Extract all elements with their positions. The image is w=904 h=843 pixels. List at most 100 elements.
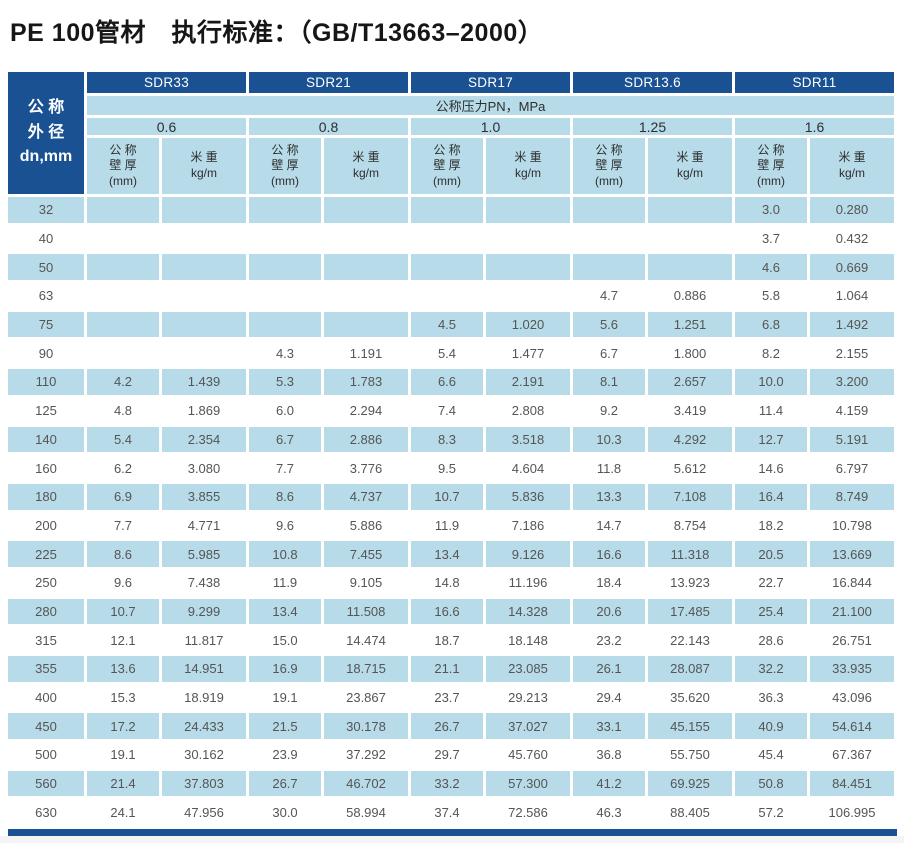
wall-thickness-value: 24.1 — [87, 799, 159, 826]
table-row: 250 9.6 7.438 11.9 9.105 14.8 11.196 18.4 13.923… — [8, 569, 894, 596]
meter-weight-value — [486, 197, 570, 223]
wall-thickness-value: 10.0 — [735, 369, 807, 395]
meter-weight-value: 54.614 — [810, 713, 894, 740]
meter-weight-value — [324, 311, 408, 338]
scan-edge — [0, 836, 904, 843]
wall-thickness-value: 7.7 — [87, 512, 159, 539]
meter-weight-value: 2.657 — [648, 369, 732, 395]
dn-value: 160 — [8, 455, 84, 481]
dn-value: 180 — [8, 483, 84, 510]
wall-thickness-value: 6.2 — [87, 455, 159, 481]
meter-weight-value: 2.354 — [162, 426, 246, 453]
wall-thickness-value: 3.7 — [735, 225, 807, 252]
wall-thickness-value: 10.3 — [573, 426, 645, 453]
wall-thickness-value: 12.1 — [87, 627, 159, 653]
meter-weight-value: 5.191 — [810, 426, 894, 453]
wall-thickness-value: 3.0 — [735, 197, 807, 223]
wall-thickness-value: 50.8 — [735, 770, 807, 797]
wall-thickness-value: 5.8 — [735, 283, 807, 309]
meter-weight-value: 23.085 — [486, 656, 570, 682]
meter-weight-value: 11.318 — [648, 541, 732, 567]
meter-weight-value: 57.300 — [486, 770, 570, 797]
wall-thickness-header: 公 称 壁 厚 (mm) — [573, 138, 645, 194]
table-row: 63 4.7 0.886 5.8 1.064 — [8, 283, 894, 309]
meter-weight-value: 7.108 — [648, 483, 732, 510]
meter-weight-value: 13.923 — [648, 569, 732, 596]
wall-thickness-value: 19.1 — [87, 742, 159, 768]
meter-weight-value: 13.669 — [810, 541, 894, 567]
dn-value: 355 — [8, 656, 84, 682]
meter-weight-header: 米 重 kg/m — [486, 138, 570, 194]
wall-thickness-value — [411, 254, 483, 281]
wall-thickness-value: 23.2 — [573, 627, 645, 653]
wall-thickness-header: 公 称 壁 厚 (mm) — [411, 138, 483, 194]
meter-weight-value: 0.886 — [648, 283, 732, 309]
meter-weight-value — [162, 254, 246, 281]
meter-weight-header: 米 重 kg/m — [810, 138, 894, 194]
table-row: 400 15.3 18.919 19.1 23.867 23.7 29.213 29.4 35.… — [8, 684, 894, 711]
wall-thickness-value: 13.3 — [573, 483, 645, 510]
wall-thickness-value: 8.3 — [411, 426, 483, 453]
wall-thickness-value — [249, 197, 321, 223]
pressure-1-25: 1.25 — [573, 118, 732, 135]
table-row: 75 4.5 1.020 5.6 1.251 6.8 1.492 — [8, 311, 894, 338]
wall-thickness-value — [249, 283, 321, 309]
table-row: 50 4.6 0.669 — [8, 254, 894, 281]
meter-weight-value: 4.737 — [324, 483, 408, 510]
meter-weight-value: 5.886 — [324, 512, 408, 539]
wall-thickness-header: 公 称 壁 厚 (mm) — [87, 138, 159, 194]
meter-weight-header: 米 重 kg/m — [648, 138, 732, 194]
corner-line-3: dn,mm — [19, 148, 73, 166]
table-header: 公 称 外 径 dn,mm SDR33 SDR21 SDR17 SDR13.6 … — [8, 72, 894, 194]
wall-label-unit: (mm) — [109, 173, 137, 188]
wall-thickness-value — [87, 197, 159, 223]
meter-weight-value — [648, 197, 732, 223]
wall-thickness-value: 8.6 — [87, 541, 159, 567]
weight-label-line: 米 重 — [190, 150, 218, 165]
table-row: 280 10.7 9.299 13.4 11.508 16.6 14.328 20.6 17.4… — [8, 598, 894, 625]
dn-value: 560 — [8, 770, 84, 797]
wall-thickness-value: 28.6 — [735, 627, 807, 653]
wall-thickness-value: 11.9 — [411, 512, 483, 539]
wall-thickness-value: 14.6 — [735, 455, 807, 481]
dn-value: 280 — [8, 598, 84, 625]
meter-weight-value: 1.492 — [810, 311, 894, 338]
wall-thickness-value — [411, 283, 483, 309]
weight-label-unit: kg/m — [514, 166, 541, 180]
wall-thickness-value — [87, 311, 159, 338]
pressure-1-6: 1.6 — [735, 118, 894, 135]
weight-label-line: 米 重 — [352, 150, 380, 165]
wall-thickness-value: 26.7 — [249, 770, 321, 797]
meter-weight-value: 17.485 — [648, 598, 732, 625]
wall-thickness-value — [573, 197, 645, 223]
meter-weight-value: 4.292 — [648, 426, 732, 453]
meter-weight-value — [162, 197, 246, 223]
wall-thickness-value: 11.8 — [573, 455, 645, 481]
table-row: 355 13.6 14.951 16.9 18.715 21.1 23.085 26.1 28.… — [8, 656, 894, 682]
wall-thickness-value: 4.8 — [87, 397, 159, 424]
wall-thickness-value: 14.7 — [573, 512, 645, 539]
wall-thickness-value — [87, 340, 159, 367]
meter-weight-value: 1.800 — [648, 340, 732, 367]
table-row: 560 21.4 37.803 26.7 46.702 33.2 57.300 41.2 69.… — [8, 770, 894, 797]
meter-weight-value: 1.251 — [648, 311, 732, 338]
wall-thickness-value: 18.4 — [573, 569, 645, 596]
wall-thickness-value — [249, 311, 321, 338]
sdr17-header: SDR17 — [411, 72, 570, 93]
wall-thickness-value: 16.9 — [249, 656, 321, 682]
dn-value: 630 — [8, 799, 84, 826]
wall-thickness-value: 4.6 — [735, 254, 807, 281]
meter-weight-value — [486, 225, 570, 252]
meter-weight-value — [324, 225, 408, 252]
meter-weight-value — [486, 254, 570, 281]
dn-value: 140 — [8, 426, 84, 453]
wall-thickness-value: 20.5 — [735, 541, 807, 567]
meter-weight-value: 35.620 — [648, 684, 732, 711]
sdr21-header: SDR21 — [249, 72, 408, 93]
wall-thickness-value: 19.1 — [249, 684, 321, 711]
meter-weight-value: 45.760 — [486, 742, 570, 768]
meter-weight-value: 45.155 — [648, 713, 732, 740]
meter-weight-value: 47.956 — [162, 799, 246, 826]
meter-weight-value: 8.749 — [810, 483, 894, 510]
meter-weight-value: 7.438 — [162, 569, 246, 596]
